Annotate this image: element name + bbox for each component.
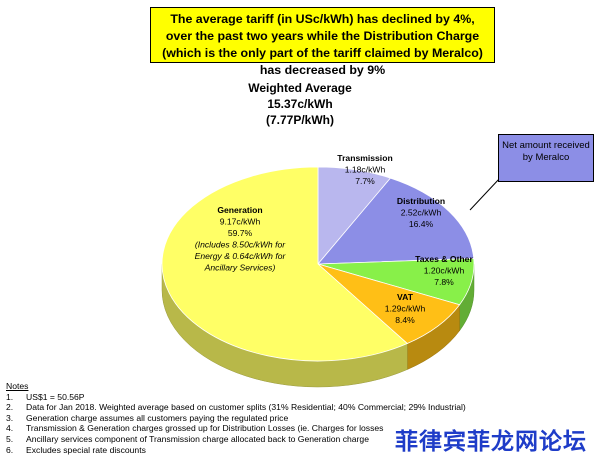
note-text: Excludes special rate discounts xyxy=(26,444,146,455)
slice-value-taxes-other: 1.20c/kWh xyxy=(424,266,465,276)
slice-percent-generation: 59.7% xyxy=(228,228,253,238)
note-text: US$1 = 50.56P xyxy=(26,391,85,402)
note-item: 2. Data for Jan 2018. Weighted average ba… xyxy=(6,402,466,413)
note-number: 6. xyxy=(6,444,14,455)
slice-name-taxes-other: Taxes & Other xyxy=(415,254,473,264)
note-item: 6. Excludes special rate discounts xyxy=(6,445,426,456)
note-text: Transmission & Generation charges grosse… xyxy=(26,423,384,434)
slice-percent-vat: 8.4% xyxy=(395,315,415,325)
note-number: 1. xyxy=(6,391,14,402)
notes-title: Notes xyxy=(6,381,29,391)
slice-percent-distribution: 16.4% xyxy=(409,219,434,229)
chart-title-line-3: (7.77P/kWh) xyxy=(265,113,334,127)
slice-name-generation: Generation xyxy=(217,205,262,215)
meralco-callout: Net amount received by Meralco xyxy=(498,134,594,182)
note-number: 4. xyxy=(6,423,14,434)
slice-name-transmission: Transmission xyxy=(337,153,392,163)
notes-section: Notes 1. US$1 = 50.56P 2. Data for Jan 201… xyxy=(6,381,466,456)
note-item: 3. Generation charge assumes all customer… xyxy=(6,413,426,424)
slice-name-vat: VAT xyxy=(397,292,414,302)
chart-title-line-2: 15.37c/kWh xyxy=(267,97,333,111)
slice-name-distribution: Distribution xyxy=(397,196,445,206)
slice-value-transmission: 1.18c/kWh xyxy=(345,165,386,175)
note-text: Generation charge assumes all customers … xyxy=(26,412,289,423)
pie-slice-generation xyxy=(161,166,409,362)
chart-title-line-1: Weighted Average xyxy=(248,81,352,95)
note-item: 5. Ancillary services component of Transm… xyxy=(6,434,426,445)
note-number: 2. xyxy=(6,402,14,413)
note-text: Ancillary services component of Transmis… xyxy=(26,433,369,444)
slice-note-generation: (Includes 8.50c/kWh for xyxy=(195,240,286,250)
slice-note-generation: Ancillary Services) xyxy=(204,263,276,273)
note-item: 1. US$1 = 50.56P xyxy=(6,392,426,403)
slice-percent-transmission: 7.7% xyxy=(355,176,375,186)
slice-percent-taxes-other: 7.8% xyxy=(434,277,454,287)
slice-value-generation: 9.17c/kWh xyxy=(220,217,261,227)
slice-note-generation: Energy & 0.64c/kWh for xyxy=(195,251,287,261)
slice-value-distribution: 2.52c/kWh xyxy=(401,208,442,218)
note-number: 3. xyxy=(6,412,14,423)
note-text: Data for Jan 2018. Weighted average base… xyxy=(26,402,466,413)
slice-value-vat: 1.29c/kWh xyxy=(385,304,426,314)
pie-slice-distribution xyxy=(317,177,475,265)
callout-text: Net amount received by Meralco xyxy=(502,140,590,163)
note-item: 4. Transmission & Generation charges gros… xyxy=(6,423,426,434)
callout-connector-line xyxy=(469,177,501,211)
watermark-logo: 菲律宾菲龙网论坛 xyxy=(395,429,587,455)
headline-text: The average tariff (in USc/kWh) has decl… xyxy=(162,12,483,77)
note-number: 5. xyxy=(6,433,14,444)
chart-title: Weighted Average 15.37c/kWh (7.77P/kWh) xyxy=(235,80,365,128)
headline-box: The average tariff (in USc/kWh) has decl… xyxy=(150,7,495,77)
